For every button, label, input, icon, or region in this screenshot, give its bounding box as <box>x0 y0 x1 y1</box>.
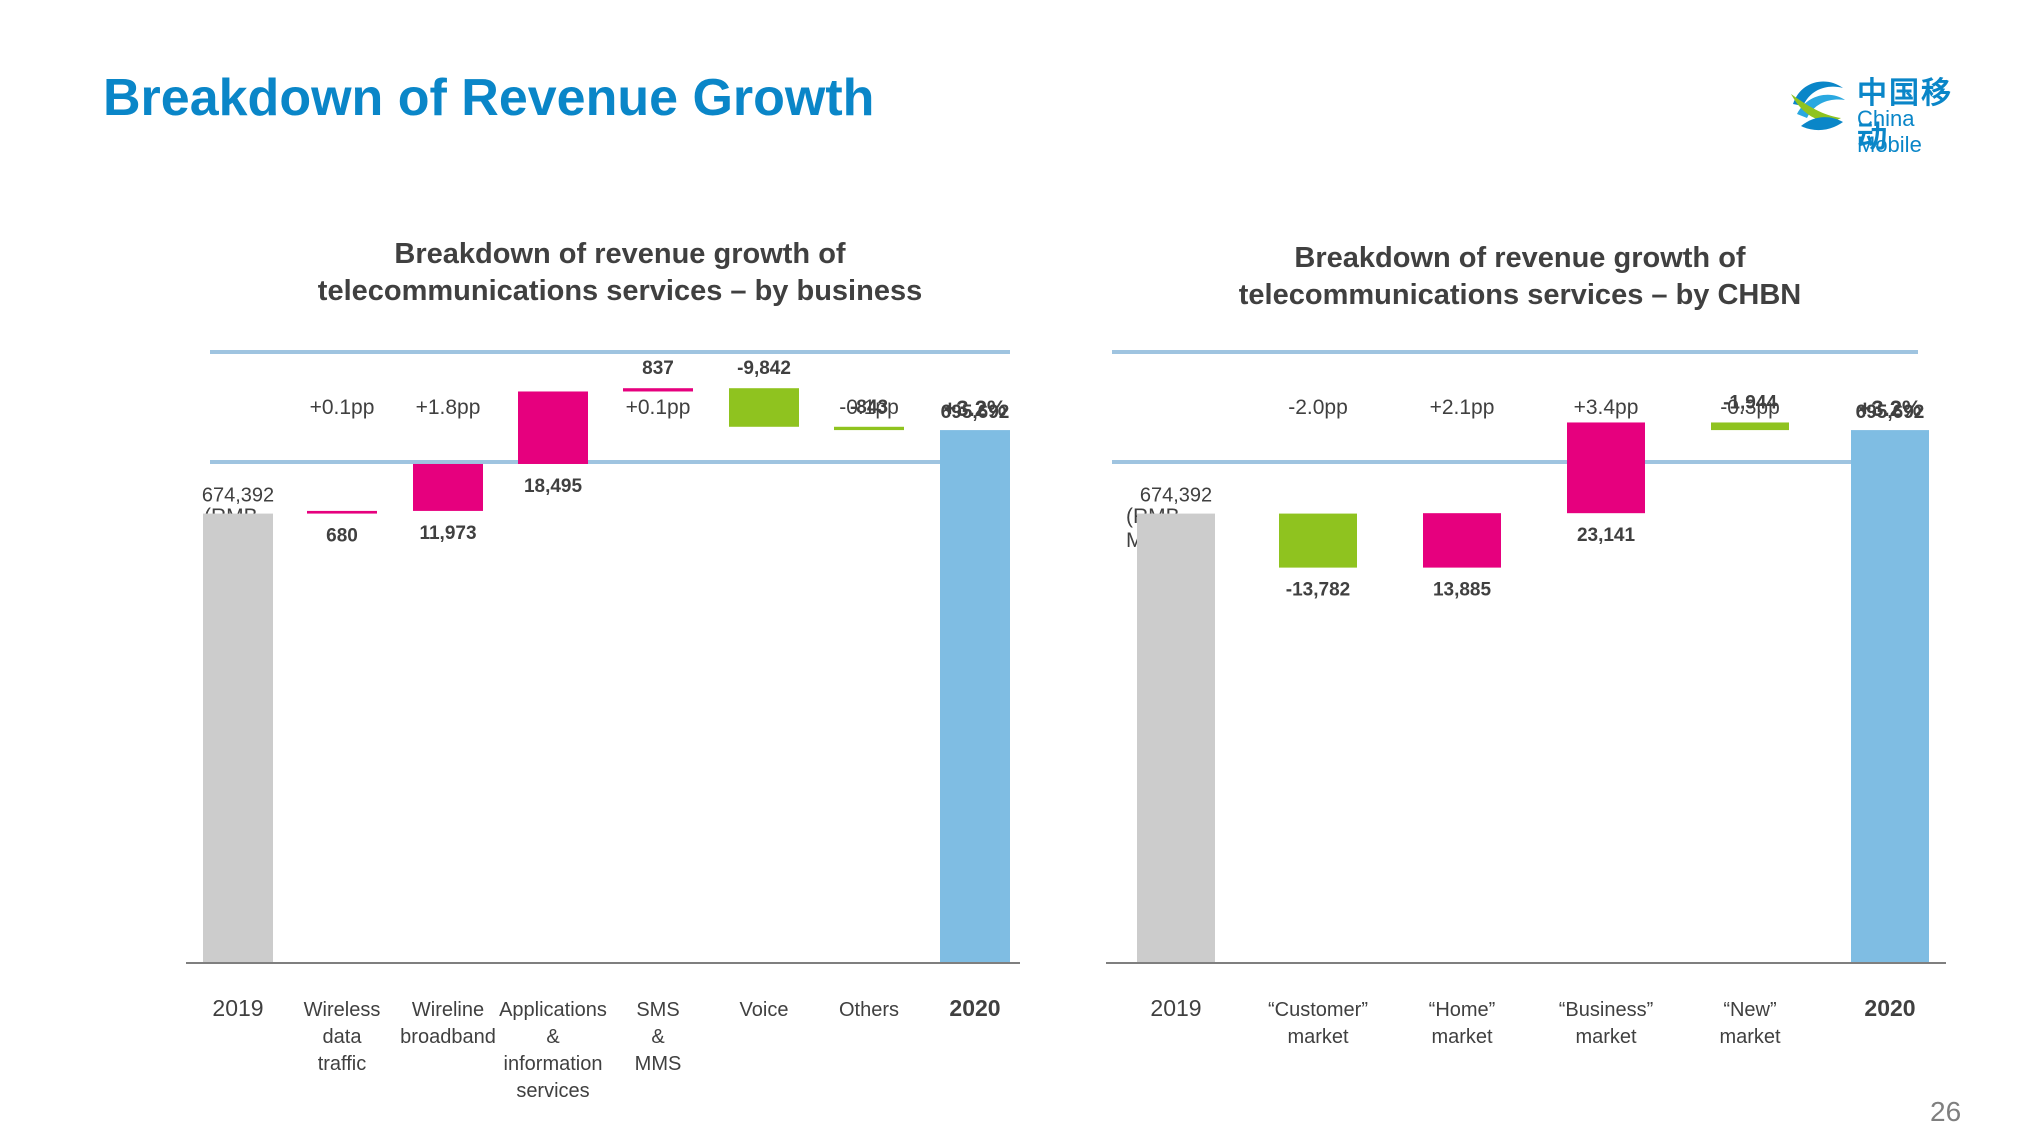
bar-1 <box>1137 513 1215 962</box>
category-label-3: “Home” market <box>1428 999 1496 1048</box>
category-label-1: 2019 <box>212 995 264 1021</box>
category-label-6: 2020 <box>1864 995 1916 1021</box>
bar-6 <box>1851 430 1929 962</box>
value-label-4: 23,141 <box>1577 525 1636 546</box>
bar-5 <box>623 388 693 392</box>
value-label-4: 18,495 <box>524 476 583 497</box>
bar-7 <box>834 426 904 431</box>
china-mobile-swirl-icon <box>1791 81 1845 131</box>
growth-label-3: +1.8pp <box>415 396 481 419</box>
page-title: Breakdown of Revenue Growth <box>103 69 875 127</box>
logo-chinese-name: 中国移动 <box>1857 76 1953 155</box>
bar-3 <box>413 463 483 511</box>
category-label-7: Others <box>838 999 900 1021</box>
category-label-8: 2020 <box>949 995 1001 1021</box>
chart-title-by-business: Breakdown of revenue growth of telecommu… <box>210 236 1030 310</box>
category-label-4: “Business” market <box>1558 999 1654 1048</box>
top-rule <box>1112 350 1918 354</box>
value-label-6: -9,842 <box>737 358 791 379</box>
chart-title-line-2: telecommunications services – by CHBN <box>1238 279 1802 311</box>
category-label-6: Voice <box>739 999 789 1021</box>
category-label-5: SMS & MMS <box>634 999 682 1075</box>
growth-label-3: +2.1pp <box>1429 396 1495 419</box>
bar-3 <box>1423 513 1501 568</box>
value-label-1: 674,392 <box>1140 485 1212 507</box>
bar-2 <box>307 510 377 514</box>
category-label-2: “Customer” market <box>1267 999 1368 1048</box>
bottom-rule <box>210 460 1010 464</box>
growth-label-7: -0.1pp <box>839 396 899 419</box>
growth-label-2: -2.0pp <box>1288 396 1348 419</box>
growth-label-4: +3.4pp <box>1573 396 1639 419</box>
value-label-5: 837 <box>642 358 674 379</box>
value-label-3: 13,885 <box>1433 580 1492 601</box>
growth-label-5: +0.1pp <box>625 396 691 419</box>
category-label-4: Applications & information services <box>499 999 607 1102</box>
category-label-2: Wireless data traffic <box>303 999 381 1075</box>
category-label-5: “New” market <box>1719 999 1781 1048</box>
value-label-2: 680 <box>326 526 358 547</box>
value-label-8: 695,692 <box>941 402 1010 423</box>
chart-title-line-1: Breakdown of revenue growth of <box>394 238 846 270</box>
chart-title-by-chbn: Breakdown of revenue growth of telecommu… <box>1110 240 1930 314</box>
growth-label-8: +3.2% <box>943 396 1007 421</box>
top-rule <box>210 350 1010 354</box>
value-label-1: 674,392 <box>202 485 274 507</box>
china-mobile-logo: 中国移动 China Mobile <box>1783 66 1983 157</box>
bar-5 <box>1711 422 1789 431</box>
value-label-6: 695,692 <box>1856 402 1925 423</box>
value-label-2: -13,782 <box>1286 580 1350 601</box>
growth-label-6: +3.2% <box>1858 396 1922 421</box>
bar-8 <box>940 430 1010 962</box>
logo-english-name: China Mobile <box>1857 106 1922 157</box>
bar-6 <box>729 388 799 427</box>
bar-4 <box>1567 422 1645 514</box>
bottom-rule <box>1112 460 1918 464</box>
bar-2 <box>1279 513 1357 568</box>
value-label-3: 11,973 <box>419 523 476 544</box>
growth-label-5: -0.3pp <box>1720 396 1780 419</box>
bar-1 <box>203 513 273 962</box>
chart-title-line-1: Breakdown of revenue growth of <box>1294 242 1746 274</box>
category-label-3: Wireline broadband <box>400 999 496 1048</box>
bar-4 <box>518 391 588 464</box>
page-number: 26 <box>1930 1096 1962 1127</box>
chart-title-line-2: telecommunications services – by busines… <box>317 275 923 307</box>
value-label-7: -843 <box>850 397 888 418</box>
value-label-5: -1,944 <box>1723 392 1777 413</box>
growth-label-2: +0.1pp <box>309 396 375 419</box>
category-label-1: 2019 <box>1150 995 1202 1021</box>
